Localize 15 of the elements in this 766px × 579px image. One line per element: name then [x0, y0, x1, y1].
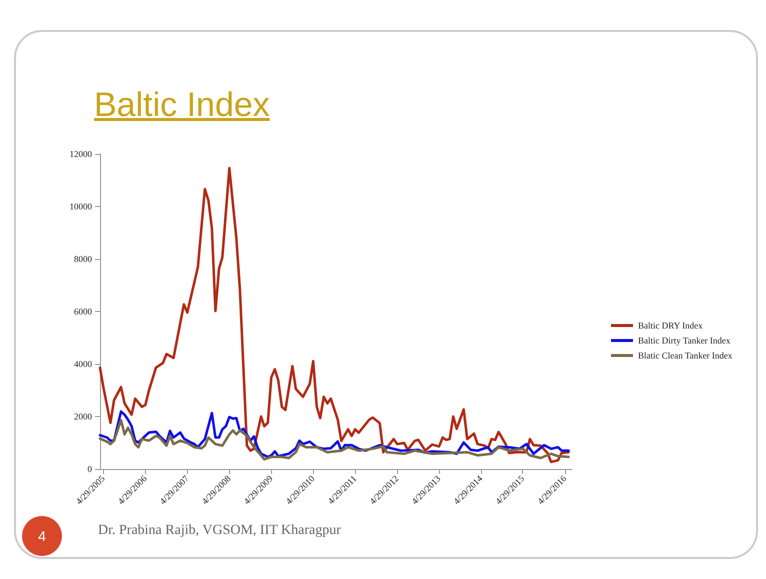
number-badge: 4	[22, 516, 62, 556]
line-series	[98, 418, 570, 461]
legend-label: Blatic Clean Tanker Index	[638, 350, 733, 360]
y-tick-label: 12000	[70, 149, 92, 159]
y-tick-label: 8000	[74, 254, 92, 264]
y-tick-label: 10000	[70, 202, 92, 212]
text: Dr. Prabina Rajib, VGSOM, IIT Kharagpur	[98, 523, 341, 539]
y-tick-label: 6000	[74, 306, 92, 316]
y-tick-label: 4000	[74, 359, 92, 369]
chart-title: Baltic Index	[94, 86, 270, 125]
y-tick-label: 0	[88, 464, 92, 474]
legend-label: Baltic DRY Index	[638, 320, 704, 330]
legend-label: Baltic Dirty Tanker Index	[638, 336, 731, 346]
y-tick-label: 2000	[74, 412, 92, 422]
line-series	[98, 166, 570, 464]
